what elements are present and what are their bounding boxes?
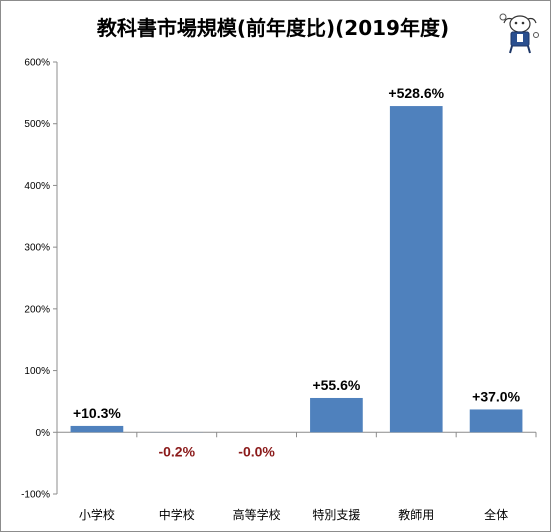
data-label: +55.6% (312, 377, 360, 393)
data-label: -0.2% (158, 443, 195, 459)
y-tick-label: 600% (24, 58, 50, 69)
y-tick-label: 300% (24, 243, 50, 254)
data-label: -0.0% (238, 443, 275, 459)
category-label: 高等学校 (233, 507, 281, 522)
category-label: 全体 (484, 507, 508, 522)
chart-title: 教科書市場規模(前年度比)(2019年度) (97, 16, 449, 40)
y-tick-label: 100% (24, 366, 50, 377)
bars (70, 106, 523, 433)
bar (469, 409, 523, 433)
y-tick-label: 0% (36, 428, 51, 439)
category-label: 中学校 (159, 507, 195, 522)
data-label: +528.6% (388, 85, 444, 101)
y-axis-ticks: -100% 0% 100% 200% 300% 400% 500% 600% (21, 58, 57, 501)
category-label: 教師用 (398, 507, 434, 522)
bar (70, 425, 124, 433)
y-tick-label: 400% (24, 181, 50, 192)
category-label: 小学校 (79, 507, 115, 522)
y-tick-label: 200% (24, 304, 50, 315)
y-tick-label: -100% (21, 490, 50, 501)
data-labels: +10.3% -0.2% -0.0% +55.6% +528.6% +37.0% (73, 85, 521, 459)
bar (389, 106, 443, 433)
mascot-icon (499, 13, 539, 54)
category-labels: 小学校 中学校 高等学校 特別支援 教師用 全体 (79, 507, 508, 522)
y-tick-label: 500% (24, 119, 50, 130)
bar (310, 397, 363, 433)
data-label: +37.0% (472, 388, 520, 404)
data-label: +10.3% (73, 405, 121, 421)
axes (56, 62, 537, 494)
category-label: 特別支援 (312, 507, 360, 522)
